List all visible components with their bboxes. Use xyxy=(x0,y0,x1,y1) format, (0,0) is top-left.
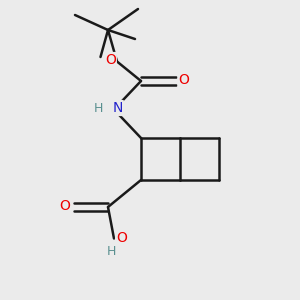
Text: O: O xyxy=(105,53,116,67)
Text: H: H xyxy=(106,244,116,258)
Text: O: O xyxy=(116,232,127,245)
Text: O: O xyxy=(178,73,189,86)
Text: N: N xyxy=(112,101,123,115)
Text: O: O xyxy=(60,199,70,212)
Text: H: H xyxy=(94,101,103,115)
